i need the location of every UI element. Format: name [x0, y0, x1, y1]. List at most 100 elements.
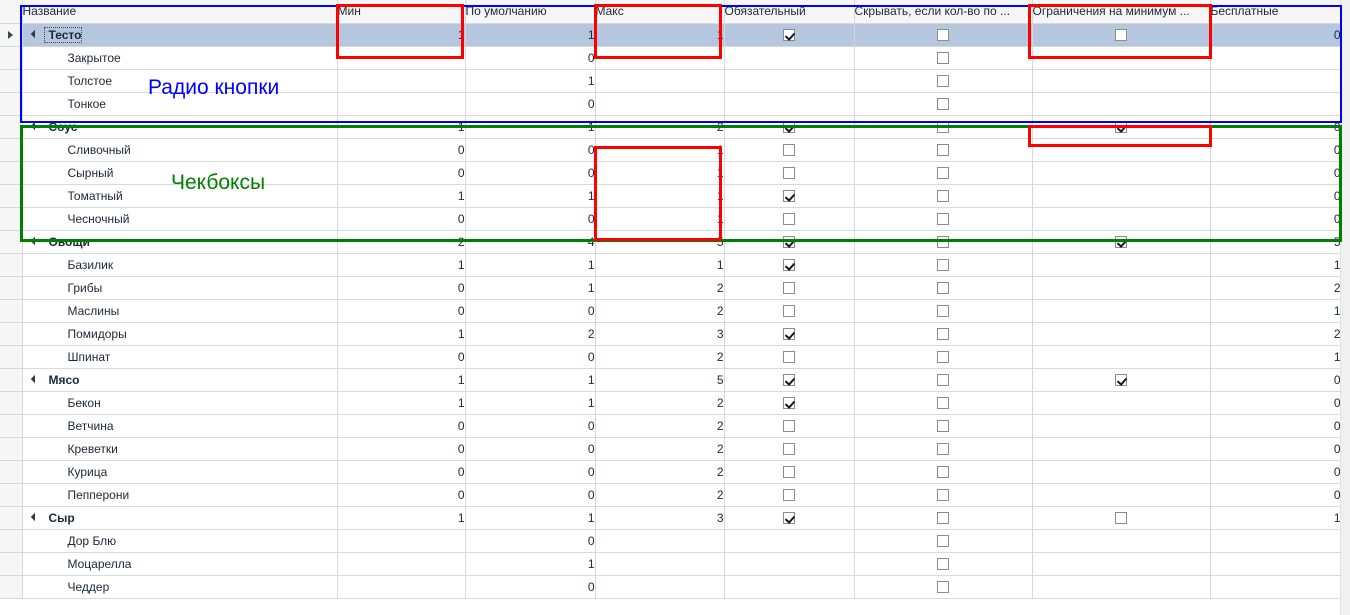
required-checkbox[interactable] [783, 29, 795, 42]
cell-max[interactable] [595, 529, 725, 553]
cell-free[interactable] [1210, 552, 1342, 576]
group-name-cell[interactable]: Сыр [22, 506, 338, 530]
hide_if_default-checkbox[interactable] [937, 305, 949, 318]
cell-free[interactable]: 5 [1210, 230, 1342, 254]
cell-hide_if_default[interactable] [854, 69, 1033, 93]
hide_if_default-checkbox[interactable] [937, 213, 949, 226]
required-checkbox[interactable] [783, 512, 795, 525]
item-name-cell[interactable]: Маслины [22, 299, 338, 323]
hide_if_default-checkbox[interactable] [937, 443, 949, 456]
item-name-cell[interactable]: Тонкое [22, 92, 338, 116]
item-name-cell[interactable]: Дор Блю [22, 529, 338, 553]
table-row[interactable]: Помидоры 1 2 3 2 [0, 322, 1350, 346]
cell-min_limits[interactable] [1032, 299, 1211, 323]
hide_if_default-checkbox[interactable] [937, 236, 949, 249]
cell-min_limits[interactable] [1032, 483, 1211, 507]
cell-max[interactable]: 2 [595, 460, 725, 484]
column-header-hide_if_default[interactable]: Скрывать, если кол-во по ... [854, 0, 1033, 24]
cell-hide_if_default[interactable] [854, 230, 1033, 254]
hide_if_default-checkbox[interactable] [937, 374, 949, 387]
group-name-cell[interactable]: Овощи [22, 230, 338, 254]
cell-free[interactable] [1210, 92, 1342, 116]
cell-hide_if_default[interactable] [854, 483, 1033, 507]
cell-free[interactable]: 0 [1210, 184, 1342, 208]
hide_if_default-checkbox[interactable] [937, 489, 949, 502]
column-header-default[interactable]: По умолчанию [465, 0, 596, 24]
column-header-name[interactable]: Название [22, 0, 338, 24]
cell-min[interactable] [337, 529, 466, 553]
cell-hide_if_default[interactable] [854, 391, 1033, 415]
cell-min[interactable]: 0 [337, 437, 466, 461]
cell-min[interactable]: 1 [337, 23, 466, 47]
hide_if_default-checkbox[interactable] [937, 121, 949, 134]
cell-max[interactable]: 5 [595, 230, 725, 254]
cell-max[interactable]: 1 [595, 138, 725, 162]
cell-min[interactable]: 1 [337, 322, 466, 346]
required-checkbox[interactable] [783, 374, 795, 387]
hide_if_default-checkbox[interactable] [937, 75, 949, 88]
cell-max[interactable]: 1 [595, 161, 725, 185]
cell-free[interactable]: 2 [1210, 276, 1342, 300]
cell-free[interactable]: 2 [1210, 322, 1342, 346]
cell-min[interactable]: 0 [337, 138, 466, 162]
table-row[interactable]: Толстое 1 [0, 69, 1350, 93]
item-name-cell[interactable]: Помидоры [22, 322, 338, 346]
cell-min_limits[interactable] [1032, 92, 1211, 116]
min_limits-checkbox[interactable] [1115, 29, 1127, 42]
cell-min[interactable]: 1 [337, 184, 466, 208]
vertical-scrollbar[interactable] [1340, 0, 1350, 615]
cell-hide_if_default[interactable] [854, 414, 1033, 438]
item-name-cell[interactable]: Моцарелла [22, 552, 338, 576]
cell-min_limits[interactable] [1032, 253, 1211, 277]
cell-free[interactable]: 0 [1210, 161, 1342, 185]
table-row[interactable]: Томатный 1 1 1 0 [0, 184, 1350, 208]
cell-min[interactable]: 0 [337, 483, 466, 507]
item-name-cell[interactable]: Сырный [22, 161, 338, 185]
cell-hide_if_default[interactable] [854, 92, 1033, 116]
cell-default[interactable]: 0 [465, 414, 596, 438]
cell-default[interactable]: 1 [465, 368, 596, 392]
cell-min_limits[interactable] [1032, 345, 1211, 369]
cell-required[interactable] [724, 299, 855, 323]
cell-min_limits[interactable] [1032, 414, 1211, 438]
cell-free[interactable]: 0 [1210, 115, 1342, 139]
cell-free[interactable] [1210, 575, 1342, 599]
cell-min[interactable]: 2 [337, 230, 466, 254]
required-checkbox[interactable] [783, 236, 795, 249]
cell-max[interactable]: 1 [595, 253, 725, 277]
cell-hide_if_default[interactable] [854, 529, 1033, 553]
hide_if_default-checkbox[interactable] [937, 581, 949, 594]
required-checkbox[interactable] [783, 489, 795, 502]
cell-min[interactable]: 1 [337, 115, 466, 139]
hide_if_default-checkbox[interactable] [937, 52, 949, 65]
hide_if_default-checkbox[interactable] [937, 420, 949, 433]
cell-min[interactable]: 0 [337, 345, 466, 369]
required-checkbox[interactable] [783, 351, 795, 364]
cell-default[interactable]: 1 [465, 69, 596, 93]
cell-hide_if_default[interactable] [854, 161, 1033, 185]
cell-hide_if_default[interactable] [854, 437, 1033, 461]
cell-required[interactable] [724, 437, 855, 461]
cell-default[interactable]: 0 [465, 92, 596, 116]
cell-hide_if_default[interactable] [854, 115, 1033, 139]
item-name-cell[interactable]: Толстое [22, 69, 338, 93]
cell-required[interactable] [724, 322, 855, 346]
item-name-cell[interactable]: Базилик [22, 253, 338, 277]
item-name-cell[interactable]: Пепперони [22, 483, 338, 507]
cell-required[interactable] [724, 391, 855, 415]
cell-free[interactable] [1210, 529, 1342, 553]
cell-hide_if_default[interactable] [854, 299, 1033, 323]
cell-required[interactable] [724, 414, 855, 438]
cell-required[interactable] [724, 230, 855, 254]
cell-min_limits[interactable] [1032, 391, 1211, 415]
table-row[interactable]: Бекон 1 1 2 0 [0, 391, 1350, 415]
group-row[interactable]: Мясо 1 1 5 0 [0, 368, 1350, 392]
cell-min_limits[interactable] [1032, 322, 1211, 346]
cell-default[interactable]: 1 [465, 115, 596, 139]
cell-required[interactable] [724, 161, 855, 185]
cell-required[interactable] [724, 46, 855, 70]
cell-max[interactable] [595, 69, 725, 93]
cell-max[interactable]: 1 [595, 184, 725, 208]
cell-hide_if_default[interactable] [854, 575, 1033, 599]
cell-min[interactable] [337, 92, 466, 116]
